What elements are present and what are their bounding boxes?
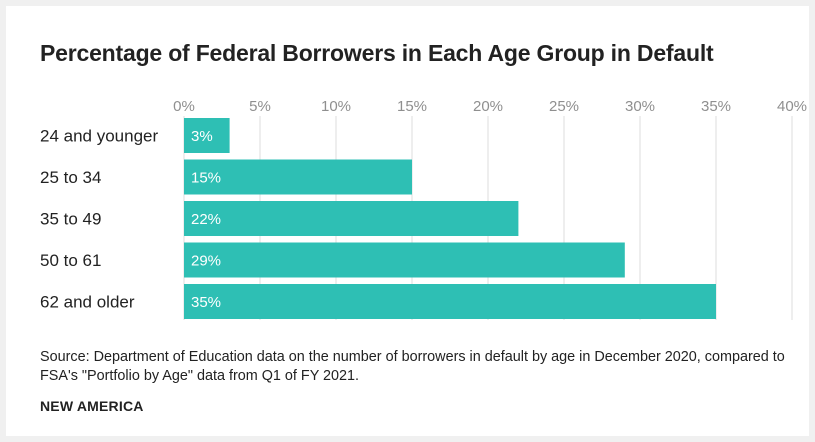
- source-note: Source: Department of Education data on …: [40, 349, 785, 384]
- bar-chart: 0% 5% 10% 15% 20% 25% 30% 35% 40% 3% 24 and younge…: [40, 98, 807, 320]
- x-tick-label: 5%: [249, 98, 271, 115]
- x-tick-label: 10%: [321, 98, 351, 115]
- category-label: 62 and older: [40, 293, 135, 312]
- category-label: 25 to 34: [40, 168, 101, 187]
- bar: [184, 242, 625, 278]
- x-tick-label: 35%: [701, 98, 731, 115]
- x-tick-label: 30%: [625, 98, 655, 115]
- bar: [184, 118, 230, 153]
- brand-label: NEW AMERICA: [40, 398, 144, 414]
- bar: [184, 201, 519, 236]
- chart-title: Percentage of Federal Borrowers in Each …: [40, 40, 714, 66]
- x-tick-label: 25%: [549, 98, 579, 115]
- category-label: 24 and younger: [40, 127, 158, 146]
- x-tick-label: 15%: [397, 98, 427, 115]
- bar-value-label: 29%: [191, 253, 221, 270]
- bar-value-label: 15%: [191, 170, 221, 187]
- category-label: 50 to 61: [40, 251, 101, 270]
- bar-value-label: 22%: [191, 211, 221, 228]
- chart-card: Percentage of Federal Borrowers in Each …: [6, 6, 809, 436]
- category-label: 35 to 49: [40, 210, 101, 229]
- bar: [184, 159, 412, 195]
- bar-value-label: 35%: [191, 294, 221, 311]
- x-tick-label: 20%: [473, 98, 503, 115]
- bar-value-label: 3%: [191, 128, 213, 145]
- x-tick-label: 40%: [777, 98, 807, 115]
- bar: [184, 284, 716, 319]
- x-tick-label: 0%: [173, 98, 195, 115]
